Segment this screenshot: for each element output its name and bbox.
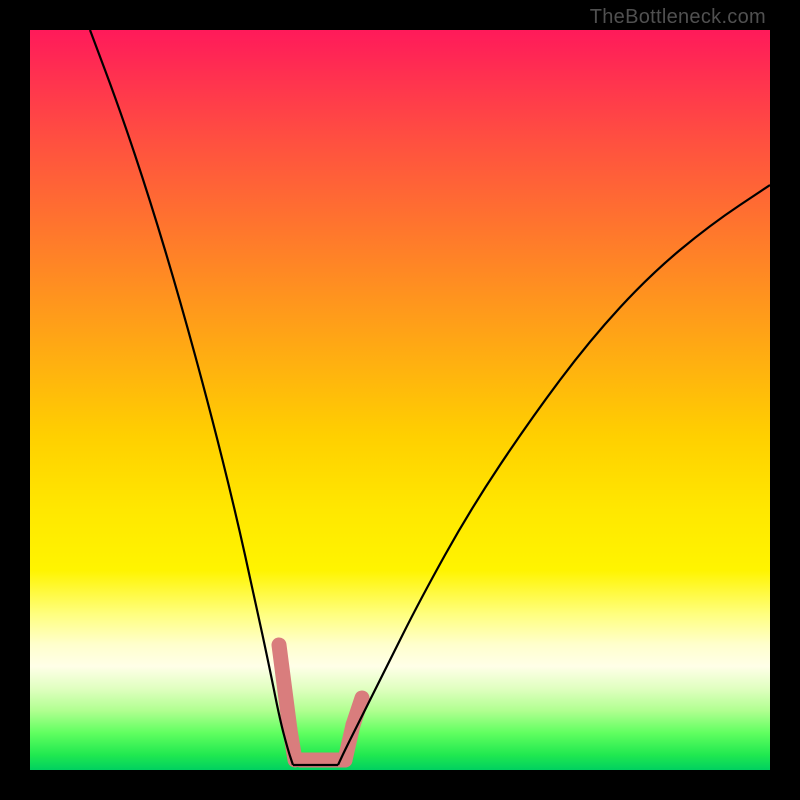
curve-left-branch bbox=[90, 30, 293, 765]
curve-right-branch bbox=[338, 185, 770, 765]
chart-svg bbox=[30, 30, 770, 770]
chart-plot-area bbox=[30, 30, 770, 770]
watermark-text: TheBottleneck.com bbox=[590, 6, 766, 29]
